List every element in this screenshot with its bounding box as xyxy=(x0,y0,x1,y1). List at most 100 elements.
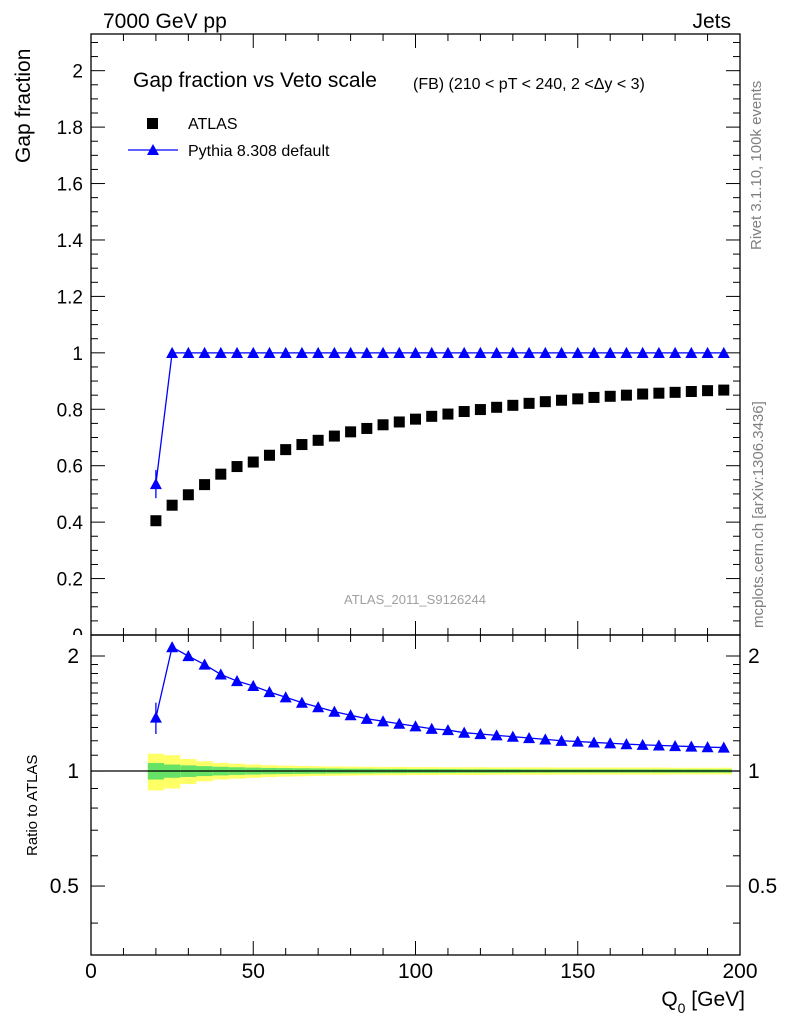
ratio-uncertainty-band xyxy=(147,753,732,791)
pythia-data-point xyxy=(328,346,341,358)
pythia-ratio-point xyxy=(263,686,276,698)
atlas-data-point xyxy=(523,397,535,409)
pythia-ratio-point xyxy=(701,741,714,753)
pythia-ratio-point xyxy=(620,738,633,750)
ratio-tick-label-right: 2 xyxy=(748,645,760,668)
ratio-tick-label-right: 0.5 xyxy=(748,875,777,898)
pythia-ratio-point xyxy=(539,733,552,745)
pythia-ratio-point xyxy=(377,715,390,727)
pythia-ratio-point xyxy=(490,729,503,741)
y-tick-label: 1.4 xyxy=(57,231,84,252)
analysis-tag: ATLAS_2011_S9126244 xyxy=(344,592,486,607)
atlas-data-point xyxy=(604,390,616,402)
axes-and-ticks: 0 50 100 150 2000.20.40.60.811.21.41.61.8200… xyxy=(50,33,777,983)
pythia-ratio-point xyxy=(669,739,682,752)
pythia-data-point xyxy=(523,346,536,358)
rivet-version-label: Rivet 3.1.10, 100k events xyxy=(748,81,765,250)
mcplots-label: mcplots.cern.ch [arXiv:1306.3436] xyxy=(750,401,767,628)
pythia-data-point xyxy=(247,346,260,358)
atlas-data-point xyxy=(328,430,340,442)
pythia-data-point xyxy=(377,346,390,358)
x-tick-label: 50 xyxy=(242,960,265,983)
legend-pythia-label: Pythia 8.308 default xyxy=(188,143,330,160)
pythia-data-point xyxy=(652,346,665,358)
y-tick-label: 0.6 xyxy=(57,457,83,478)
y-tick-label: 0.4 xyxy=(57,513,84,534)
atlas-data-point xyxy=(377,419,389,431)
y-tick-label: 1.2 xyxy=(57,287,83,308)
pythia-ratio-point xyxy=(295,696,308,708)
pythia-ratio-point xyxy=(425,722,438,734)
pythia-ratio-point xyxy=(652,739,665,751)
ratio-panel-frame xyxy=(90,634,741,956)
atlas-data-point xyxy=(296,439,308,451)
pythia-ratio-point xyxy=(312,701,325,713)
x-axis-label: Q0 [GeV] xyxy=(661,988,745,1016)
chart-subtitle: (FB) (210 < pT < 240, 2 <Δy < 3) xyxy=(413,76,645,93)
legend-atlas-label: ATLAS xyxy=(188,116,238,133)
atlas-data-point xyxy=(702,385,714,397)
ratio-y-axis-label: Ratio to ATLAS xyxy=(24,755,41,856)
pythia-data-point xyxy=(458,346,471,358)
pythia-data-point xyxy=(604,346,617,358)
pythia-data-point xyxy=(620,346,633,358)
x-tick-label: 0 xyxy=(85,960,97,983)
atlas-data-point xyxy=(345,426,357,438)
pythia-ratio-point xyxy=(149,711,162,723)
pythia-ratio-point xyxy=(441,724,454,736)
y-tick-label: 2 xyxy=(72,62,83,83)
pythia-ratio-point xyxy=(523,732,536,744)
atlas-data-point xyxy=(669,386,681,398)
pythia-ratio-point xyxy=(717,741,730,753)
ratio-tick-label-left: 1 xyxy=(67,760,79,783)
ratio-tick-label-left: 2 xyxy=(67,645,79,668)
atlas-data-point xyxy=(150,515,162,527)
y-tick-label: 0.8 xyxy=(57,400,83,421)
atlas-data-point xyxy=(620,389,632,401)
header-left: 7000 GeV pp xyxy=(103,10,227,33)
atlas-data-point xyxy=(507,399,519,411)
pythia-ratio-point xyxy=(166,641,179,653)
pythia-data-point xyxy=(344,346,357,358)
legend-pythia-marker xyxy=(147,144,159,155)
atlas-data-point xyxy=(199,479,211,491)
atlas-data-point xyxy=(442,408,454,420)
pythia-data-point xyxy=(198,346,211,358)
atlas-data-point xyxy=(166,499,178,511)
chart-title: Gap fraction vs Veto scale xyxy=(133,69,377,92)
y-tick-label: 0.2 xyxy=(57,570,83,591)
pythia-ratio-point xyxy=(571,735,584,747)
pythia-data-point xyxy=(717,346,730,358)
pythia-data-point xyxy=(425,346,438,358)
pythia-data-point xyxy=(685,346,698,358)
header-right: Jets xyxy=(692,10,731,33)
pythia-ratio-point xyxy=(685,740,698,752)
pythia-data-point xyxy=(490,346,503,358)
atlas-data-point xyxy=(182,489,194,501)
pythia-ratio-line xyxy=(155,646,724,749)
atlas-data-point xyxy=(410,413,421,425)
legend-atlas-marker xyxy=(147,118,158,129)
pythia-ratio-point xyxy=(604,737,617,749)
pythia-ratio-point xyxy=(360,712,373,724)
pythia-ratio-point xyxy=(247,679,260,692)
pythia-ratio-point xyxy=(458,726,471,738)
y-tick-label-zero: 0 xyxy=(72,626,83,647)
pythia-data-point xyxy=(571,346,584,358)
ratio-tick-label-left: 0.5 xyxy=(50,875,79,898)
atlas-data-point xyxy=(426,410,438,422)
pythia-ratio-point xyxy=(474,728,487,740)
ratio-tick-label-right: 1 xyxy=(748,760,760,783)
pythia-ratio-point xyxy=(409,720,422,732)
pythia-data-point xyxy=(149,478,162,490)
y-tick-label: 1.6 xyxy=(57,175,83,196)
atlas-data-point xyxy=(458,406,470,418)
pythia-data-point xyxy=(474,346,487,358)
atlas-data-point xyxy=(539,396,551,408)
pythia-ratio-point xyxy=(344,709,357,721)
atlas-data-point xyxy=(393,416,405,428)
pythia-ratio-point xyxy=(587,736,600,748)
pythia-data-point xyxy=(393,346,406,358)
pythia-data-point xyxy=(279,346,292,358)
